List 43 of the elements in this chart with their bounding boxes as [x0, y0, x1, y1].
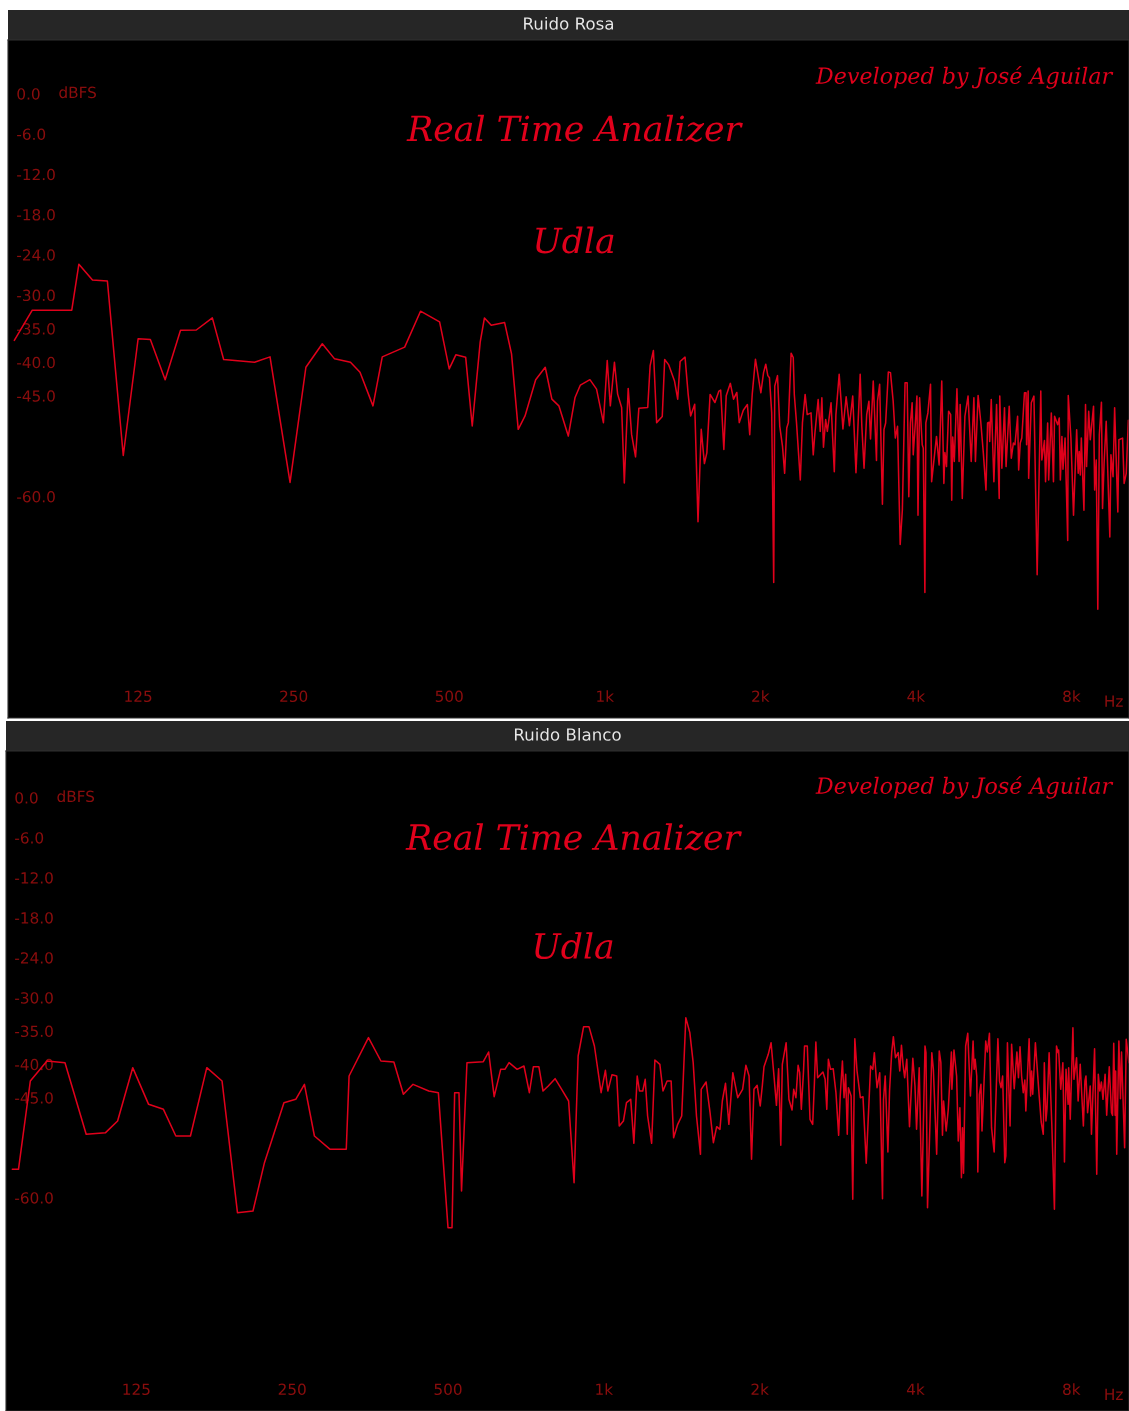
y-tick-label: -45.0 [17, 390, 55, 402]
y-tick-label: -18.0 [17, 209, 55, 221]
chart-title: Ruido Blanco [514, 727, 621, 741]
x-tick-label: 4k [907, 690, 926, 702]
y-tick-label: -24.0 [17, 249, 55, 261]
y-tick-label: -60.0 [17, 490, 55, 503]
x-tick-label: 250 [280, 690, 308, 703]
y-axis-title: dBFS [57, 790, 95, 803]
x-axis-title: Hz [1105, 695, 1123, 707]
y-tick-label: 0.0 [17, 88, 40, 100]
y-tick-label: -18.0 [15, 912, 53, 924]
x-tick-label: 125 [125, 690, 152, 703]
annotation: Udla [535, 932, 613, 960]
y-tick-label: -6.0 [17, 128, 46, 140]
annotation: Developed by José Aguilar [815, 65, 1114, 89]
y-tick-label: 0.0 [15, 792, 38, 804]
y-tick-label: -24.0 [15, 952, 53, 964]
x-tick-label: 8k [1063, 690, 1081, 703]
x-axis-title: Hz [1105, 1388, 1123, 1400]
y-tick-label: -12.0 [17, 168, 55, 181]
x-tick-label: 500 [435, 690, 463, 703]
annotation: Developed by José Aguilar [815, 775, 1114, 799]
y-tick-label: -30.0 [17, 289, 55, 302]
chart-title: Ruido Rosa [524, 16, 613, 30]
x-tick-label: 8k [1063, 1383, 1081, 1396]
y-tick-label: -30.0 [15, 992, 53, 1004]
x-tick-label: 125 [123, 1383, 150, 1396]
y-axis-title: dBFS [59, 86, 96, 99]
annotation: Udla [536, 226, 614, 254]
y-tick-label: -60.0 [15, 1192, 53, 1204]
y-tick-label: -6.0 [15, 832, 44, 844]
y-tick-label: -40.0 [17, 356, 55, 369]
x-tick-label: 1k [596, 1383, 614, 1395]
x-tick-label: 1k [597, 690, 615, 702]
annotation: Real Time Analizer [406, 114, 743, 142]
y-tick-label: -35.0 [15, 1025, 53, 1038]
x-tick-label: 500 [434, 1383, 462, 1396]
x-tick-label: 2k [751, 1383, 769, 1395]
annotation: Real Time Analizer [405, 823, 742, 851]
y-tick-label: -12.0 [15, 872, 53, 884]
x-tick-label: 250 [278, 1383, 306, 1396]
x-tick-label: 4k [906, 1383, 925, 1395]
x-tick-label: 2k [752, 690, 770, 702]
